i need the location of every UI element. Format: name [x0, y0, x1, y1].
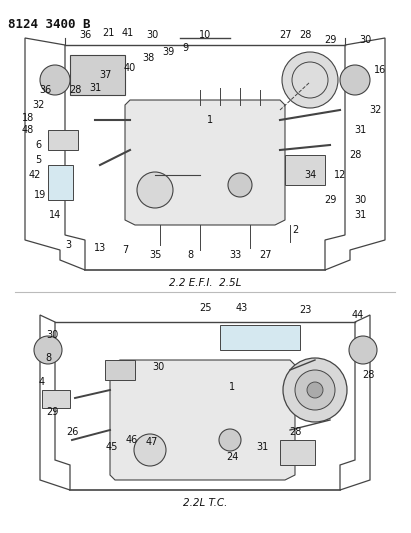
Circle shape — [34, 336, 62, 364]
Bar — [285, 155, 325, 185]
Text: 28: 28 — [299, 30, 311, 40]
Text: 5: 5 — [35, 155, 41, 165]
Text: 31: 31 — [354, 125, 366, 135]
Text: 30: 30 — [152, 362, 164, 372]
Circle shape — [40, 65, 70, 95]
Text: 47: 47 — [146, 437, 158, 447]
Bar — [280, 440, 315, 465]
Circle shape — [137, 172, 173, 208]
Circle shape — [283, 358, 347, 422]
Circle shape — [228, 173, 252, 197]
Text: 46: 46 — [126, 435, 138, 445]
Text: 39: 39 — [162, 47, 174, 57]
Text: 34: 34 — [304, 170, 316, 180]
Circle shape — [295, 370, 335, 410]
Text: 30: 30 — [354, 195, 366, 205]
Text: 43: 43 — [236, 303, 248, 313]
Bar — [48, 130, 78, 150]
Bar — [70, 55, 125, 95]
Text: 28: 28 — [349, 150, 361, 160]
Text: 29: 29 — [46, 407, 58, 417]
Text: 4: 4 — [39, 377, 45, 387]
Text: 8: 8 — [187, 250, 193, 260]
Text: 48: 48 — [22, 125, 34, 135]
Text: 30: 30 — [146, 30, 158, 40]
Polygon shape — [110, 360, 295, 480]
Circle shape — [349, 336, 377, 364]
Text: 6: 6 — [35, 140, 41, 150]
Bar — [42, 390, 70, 408]
Text: 45: 45 — [106, 442, 118, 452]
Text: 1: 1 — [207, 115, 213, 125]
Text: 32: 32 — [32, 100, 44, 110]
Circle shape — [340, 65, 370, 95]
Text: 36: 36 — [79, 30, 91, 40]
Circle shape — [219, 429, 241, 451]
Text: 31: 31 — [256, 442, 268, 452]
Text: 27: 27 — [279, 30, 291, 40]
Text: 42: 42 — [29, 170, 41, 180]
Text: 28: 28 — [69, 85, 81, 95]
Text: 7: 7 — [122, 245, 128, 255]
Text: 2.2 E.F.I.  2.5L: 2.2 E.F.I. 2.5L — [169, 278, 241, 288]
Text: 2: 2 — [292, 225, 298, 235]
Text: 27: 27 — [259, 250, 271, 260]
Polygon shape — [125, 100, 285, 225]
Text: 9: 9 — [182, 43, 188, 53]
Text: 44: 44 — [352, 310, 364, 320]
Text: 41: 41 — [122, 28, 134, 38]
Text: 29: 29 — [324, 35, 336, 45]
Text: 33: 33 — [229, 250, 241, 260]
Text: 14: 14 — [49, 210, 61, 220]
Circle shape — [282, 52, 338, 108]
Text: 8: 8 — [45, 353, 51, 363]
Text: 18: 18 — [22, 113, 34, 123]
Text: 16: 16 — [374, 65, 386, 75]
Text: 32: 32 — [369, 105, 381, 115]
Bar — [48, 165, 73, 200]
Text: 2.2L T.C.: 2.2L T.C. — [183, 498, 227, 508]
Text: 26: 26 — [66, 427, 78, 437]
Text: 31: 31 — [354, 210, 366, 220]
Text: 28: 28 — [289, 427, 301, 437]
Text: 1: 1 — [229, 382, 235, 392]
Text: 37: 37 — [99, 70, 111, 80]
Text: 31: 31 — [89, 83, 101, 93]
Text: 40: 40 — [124, 63, 136, 73]
Text: 29: 29 — [324, 195, 336, 205]
Text: 35: 35 — [149, 250, 161, 260]
Text: 3: 3 — [65, 240, 71, 250]
Bar — [220, 325, 300, 350]
Text: 23: 23 — [299, 305, 311, 315]
Circle shape — [307, 382, 323, 398]
Text: 24: 24 — [226, 452, 238, 462]
Bar — [105, 360, 135, 380]
Text: 30: 30 — [46, 330, 58, 340]
Text: 12: 12 — [334, 170, 346, 180]
Text: 36: 36 — [39, 85, 51, 95]
Circle shape — [134, 434, 166, 466]
Text: 21: 21 — [102, 28, 114, 38]
Text: 8124 3400 B: 8124 3400 B — [8, 18, 90, 31]
Text: 25: 25 — [199, 303, 211, 313]
Text: 13: 13 — [94, 243, 106, 253]
Text: 28: 28 — [362, 370, 374, 380]
Text: 19: 19 — [34, 190, 46, 200]
Text: 30: 30 — [359, 35, 371, 45]
Text: 38: 38 — [142, 53, 154, 63]
Text: 10: 10 — [199, 30, 211, 40]
